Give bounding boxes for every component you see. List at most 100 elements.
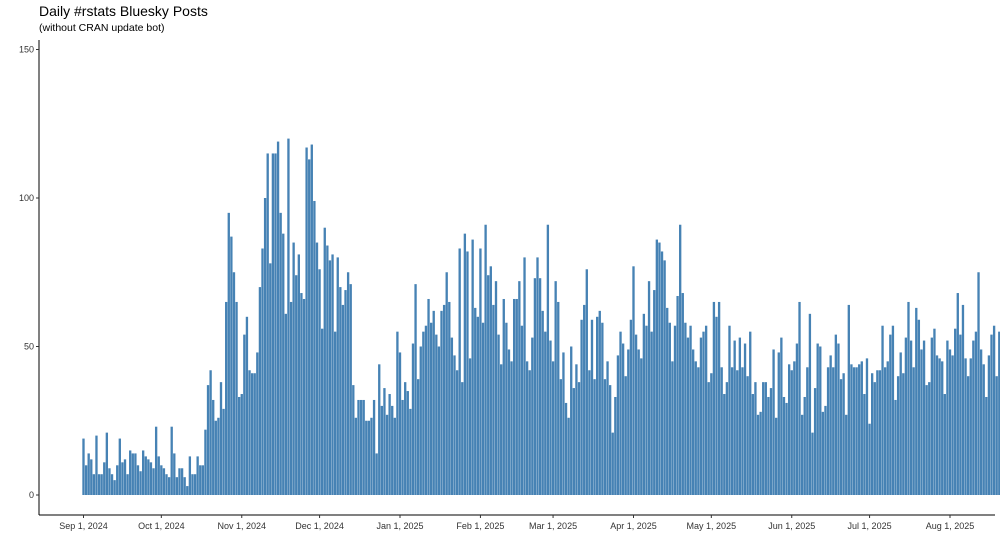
bar <box>212 399 215 495</box>
bar <box>777 352 780 495</box>
bar <box>974 331 978 495</box>
bar <box>378 364 381 495</box>
bar <box>941 361 944 495</box>
bar <box>575 364 578 495</box>
bar <box>756 414 760 495</box>
bar <box>487 275 490 495</box>
bar <box>165 474 168 495</box>
bar <box>824 405 827 495</box>
bar <box>551 361 555 495</box>
bar <box>640 358 643 495</box>
bar <box>772 349 775 495</box>
bar <box>414 284 417 495</box>
x-tick-label: Jul 1, 2025 <box>848 521 892 531</box>
bar <box>424 325 428 495</box>
bar <box>692 349 695 495</box>
bar <box>930 337 933 495</box>
bar <box>404 382 407 495</box>
bar <box>175 477 179 495</box>
bar <box>985 396 988 495</box>
bar <box>637 349 640 495</box>
bar <box>658 242 661 495</box>
bar <box>253 373 256 495</box>
bar <box>396 331 399 495</box>
bar <box>442 304 446 495</box>
bar <box>995 376 998 495</box>
bar <box>167 477 171 495</box>
x-tick-label: Apr 1, 2025 <box>610 521 657 531</box>
bar <box>681 293 684 495</box>
bar <box>375 453 378 495</box>
bar <box>271 153 275 495</box>
bar <box>767 396 770 495</box>
bar <box>860 361 863 495</box>
bar <box>214 420 217 495</box>
bar <box>668 322 671 495</box>
bar <box>627 349 630 495</box>
bar <box>466 251 469 495</box>
bar <box>891 325 895 495</box>
bar <box>878 370 882 495</box>
bar <box>787 364 791 495</box>
bar <box>847 304 850 495</box>
bar <box>858 364 861 495</box>
bar <box>82 438 85 495</box>
bar <box>684 322 687 495</box>
bar <box>902 373 905 495</box>
bar <box>188 456 192 495</box>
bar <box>372 399 376 495</box>
bar <box>359 399 363 495</box>
bar <box>219 382 223 495</box>
bar <box>492 304 495 495</box>
bar <box>123 459 127 495</box>
bar <box>546 224 550 496</box>
bar <box>775 417 778 495</box>
bar <box>237 396 241 495</box>
bar <box>650 331 653 495</box>
bar <box>391 405 394 495</box>
bar <box>108 468 111 495</box>
bar <box>601 322 604 495</box>
bar <box>507 349 511 495</box>
bar <box>956 293 959 495</box>
bar <box>435 334 438 495</box>
bar <box>349 284 352 495</box>
bars-group <box>82 138 1000 496</box>
y-tick-label: 50 <box>24 342 34 352</box>
bar <box>497 334 500 495</box>
bar <box>310 144 313 496</box>
x-tick-label: Aug 1, 2025 <box>926 521 975 531</box>
bar <box>468 358 472 495</box>
axes-group: 0 50 100 150 Sep 1, 2024 Oct 1, 2024 Nov 1, 20… <box>19 40 995 531</box>
bar <box>790 370 793 495</box>
bar <box>411 343 415 495</box>
x-tick-label: Jun 1, 2025 <box>768 521 815 531</box>
bar <box>256 352 259 495</box>
bar <box>951 355 954 495</box>
bar <box>800 414 804 495</box>
bar <box>959 334 962 495</box>
bar <box>193 474 197 495</box>
bar <box>406 391 409 495</box>
bar <box>593 379 596 495</box>
bar <box>629 319 633 495</box>
bar <box>585 269 588 495</box>
bar <box>481 322 485 495</box>
bar <box>500 364 503 495</box>
bar <box>606 361 609 495</box>
bar <box>385 414 389 495</box>
bar <box>909 340 913 495</box>
bar <box>489 266 492 495</box>
bar <box>201 465 204 495</box>
bar <box>183 477 186 495</box>
bar <box>920 349 923 495</box>
bar <box>113 480 116 495</box>
bar <box>762 382 765 495</box>
bar <box>873 382 876 495</box>
bar <box>144 456 147 495</box>
bar <box>258 287 262 495</box>
bar <box>966 376 970 495</box>
bar <box>834 334 838 495</box>
